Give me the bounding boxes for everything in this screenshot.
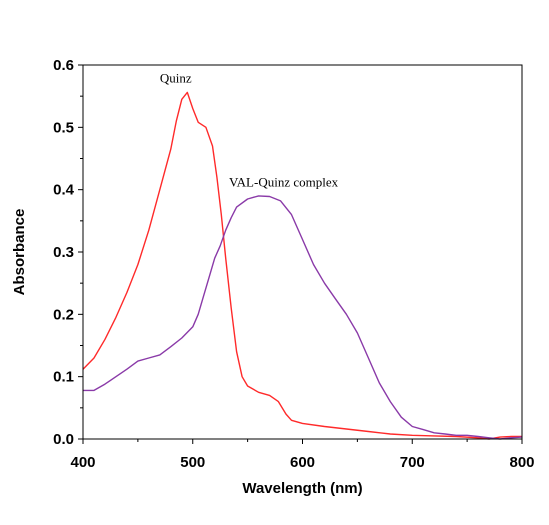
series-layer	[82, 91, 523, 440]
x-tick-label: 400	[70, 454, 95, 471]
annotation-quinz: Quinz	[160, 70, 192, 85]
y-tick-label: 0.3	[53, 244, 74, 261]
y-tick-label: 0.2	[53, 306, 74, 323]
series-line-quinz	[82, 91, 522, 440]
x-tick-label: 700	[400, 454, 425, 471]
x-tick-label: 800	[509, 454, 534, 471]
x-tick-label: 500	[180, 454, 205, 471]
ticks-layer: 400 500 600 700 800 0.0 0.1 0.2 0.3 0.4 0.5 0.6	[53, 57, 534, 471]
annotation-val-quinz-complex: VAL-Quinz complex	[229, 175, 339, 190]
plot-area-frame	[82, 64, 523, 440]
y-tick-label: 0.1	[53, 369, 74, 386]
y-tick-label: 0.4	[53, 182, 75, 199]
x-tick-label: 600	[290, 454, 315, 471]
y-tick-label: 0.5	[53, 119, 74, 136]
y-axis-title: Absorbance	[11, 209, 28, 296]
y-tick-label: 0.6	[53, 57, 74, 74]
series-line-val-quinz-complex	[83, 195, 523, 440]
x-axis-title: Wavelength (nm)	[242, 480, 362, 497]
y-tick-label: 0.0	[53, 431, 74, 448]
annotations-layer: Quinz VAL-Quinz complex	[160, 70, 339, 189]
